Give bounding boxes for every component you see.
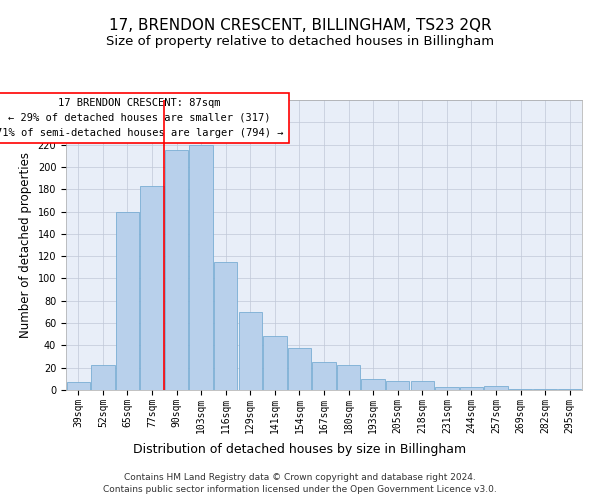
Text: Distribution of detached houses by size in Billingham: Distribution of detached houses by size … <box>133 442 467 456</box>
Text: 17 BRENDON CRESCENT: 87sqm
← 29% of detached houses are smaller (317)
71% of sem: 17 BRENDON CRESCENT: 87sqm ← 29% of deta… <box>0 98 283 138</box>
Text: Contains public sector information licensed under the Open Government Licence v3: Contains public sector information licen… <box>103 485 497 494</box>
Bar <box>116 212 139 390</box>
Bar <box>509 389 532 390</box>
Bar <box>165 150 188 390</box>
Bar <box>337 366 360 390</box>
Bar <box>361 379 385 390</box>
Bar <box>140 186 164 390</box>
Text: Size of property relative to detached houses in Billingham: Size of property relative to detached ho… <box>106 35 494 48</box>
Bar <box>190 144 213 390</box>
Y-axis label: Number of detached properties: Number of detached properties <box>19 152 32 338</box>
Bar <box>460 386 483 390</box>
Bar <box>67 382 90 390</box>
Bar <box>558 389 581 390</box>
Bar <box>533 389 557 390</box>
Text: 17, BRENDON CRESCENT, BILLINGHAM, TS23 2QR: 17, BRENDON CRESCENT, BILLINGHAM, TS23 2… <box>109 18 491 32</box>
Bar <box>288 348 311 390</box>
Bar <box>91 366 115 390</box>
Bar <box>484 386 508 390</box>
Bar <box>386 381 409 390</box>
Bar <box>239 312 262 390</box>
Bar <box>263 336 287 390</box>
Bar <box>214 262 238 390</box>
Bar <box>410 381 434 390</box>
Bar <box>435 386 458 390</box>
Text: Contains HM Land Registry data © Crown copyright and database right 2024.: Contains HM Land Registry data © Crown c… <box>124 472 476 482</box>
Bar <box>313 362 335 390</box>
